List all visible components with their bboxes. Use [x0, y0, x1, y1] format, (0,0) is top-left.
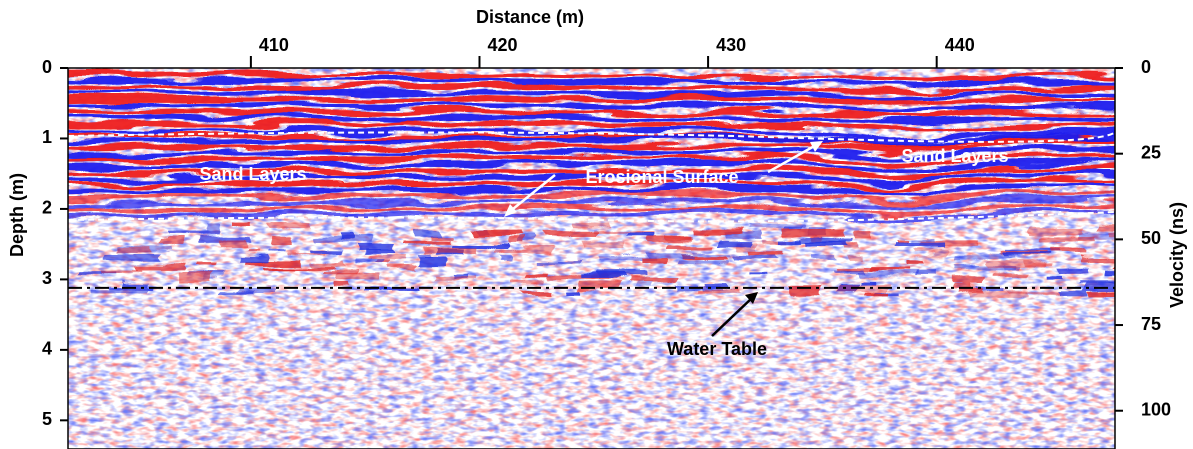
y2-tick-label: 50 — [1141, 228, 1161, 248]
y-tick-label: 0 — [42, 57, 52, 77]
y-tick-label: 4 — [42, 339, 52, 359]
annotation: Water Table — [667, 339, 767, 359]
x-tick-label: 440 — [945, 35, 975, 55]
x-tick-label: 430 — [716, 35, 746, 55]
y2-tick-label: 100 — [1141, 399, 1171, 419]
y-tick-label: 5 — [42, 409, 52, 429]
annotation: Sand Layers — [199, 164, 306, 184]
y2-tick-label: 0 — [1141, 57, 1151, 77]
y2-tick-label: 25 — [1141, 142, 1161, 162]
annotation-arrows — [504, 141, 823, 337]
plot-frame — [67, 67, 1116, 449]
y-tick-label: 2 — [42, 198, 52, 218]
x-tick-label: 420 — [487, 35, 517, 55]
y-tick-label: 1 — [42, 127, 52, 147]
x-axis-label: Distance (m) — [476, 7, 584, 27]
x-tick-label: 410 — [259, 35, 289, 55]
y-tick-label: 3 — [42, 268, 52, 288]
annotation: Erosional Surface — [585, 167, 738, 187]
y-axis-label: Depth (m) — [7, 173, 27, 257]
y2-tick-label: 75 — [1141, 314, 1161, 334]
annotation: Sand Layers — [901, 146, 1008, 166]
y2-axis-label: Velocity (ns) — [1167, 202, 1187, 308]
radargram-image — [68, 68, 1115, 449]
